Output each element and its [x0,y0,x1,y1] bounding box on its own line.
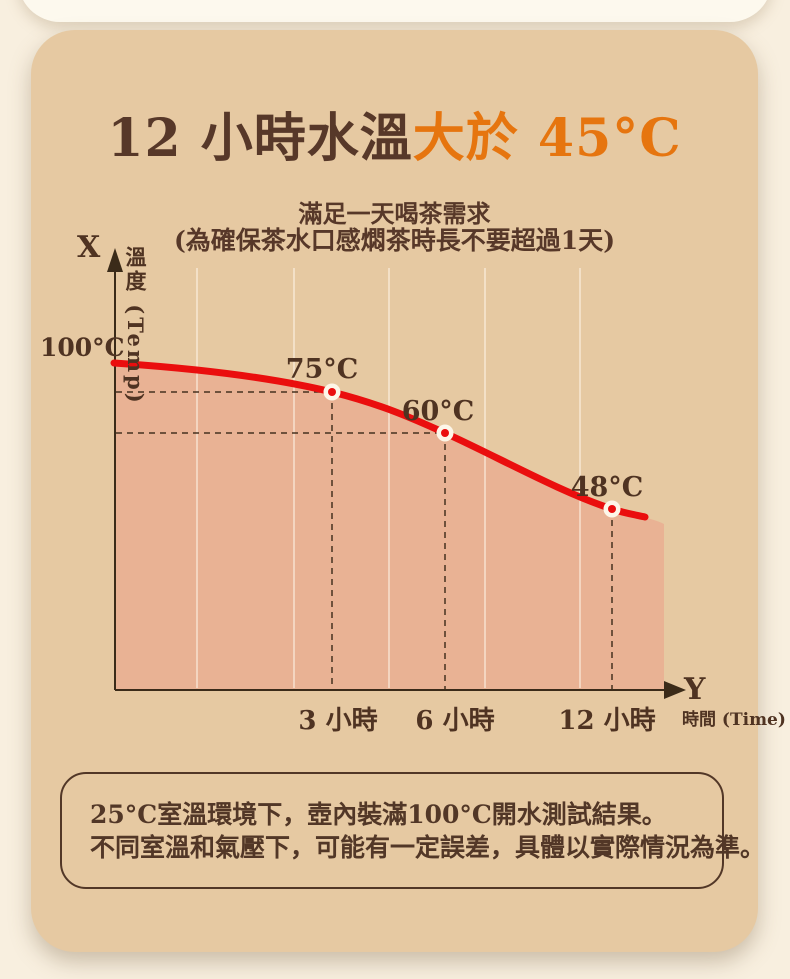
gridlines [196,268,581,688]
axes [114,258,668,691]
footnote-line-1: 25°C室溫環境下，壺內裝滿100°C開水測試結果。 [90,800,667,829]
marker-inner [328,388,336,396]
point-label-75: 75°C [285,354,359,385]
temp-axis-label: 溫度 (Temp) [123,246,148,406]
page-title-main: 12 小時水溫 [107,108,413,169]
tick-12-hours: 12 小時 [558,706,656,736]
marker-inner [441,429,449,437]
point-label-60: 60°C [401,396,475,427]
data-point-48 [603,500,621,518]
footnote-box: 25°C室溫環境下，壺內裝滿100°C開水測試結果。 不同室溫和氣壓下，可能有一… [60,772,766,889]
dashed-guides [116,391,613,689]
data-point-60 [436,424,454,442]
subtitle: 滿足一天喝茶需求 [298,199,491,228]
marker-inner [608,505,616,513]
page-title: 12 小時水溫大於 45°C [31,96,758,171]
footnote-line-2: 不同室溫和氣壓下，可能有一定誤差，具體以實際情況為準。 [90,833,766,862]
tick-6-hours: 6 小時 [415,706,495,736]
y-axis-letter: X [77,230,101,265]
time-axis-label: 時間 (Time) [682,710,786,730]
origin-temp-label: 100°C [40,333,125,362]
footnote-text: 25°C室溫環境下，壺內裝滿100°C開水測試結果。 不同室溫和氣壓下，可能有一… [90,798,766,864]
point-label-48: 48°C [570,472,644,503]
axis-arrow-right [664,681,686,699]
axis-arrow-up [107,248,123,272]
previous-card-bottom [18,0,772,22]
tick-3-hours: 3 小時 [298,706,378,736]
page-title-accent: 大於 45°C [412,108,682,169]
x-axis-letter: Y [684,672,706,707]
subtitle-note: (為確保茶水口感燜茶時長不要超過1天) [173,226,616,255]
data-point-75 [323,383,341,401]
